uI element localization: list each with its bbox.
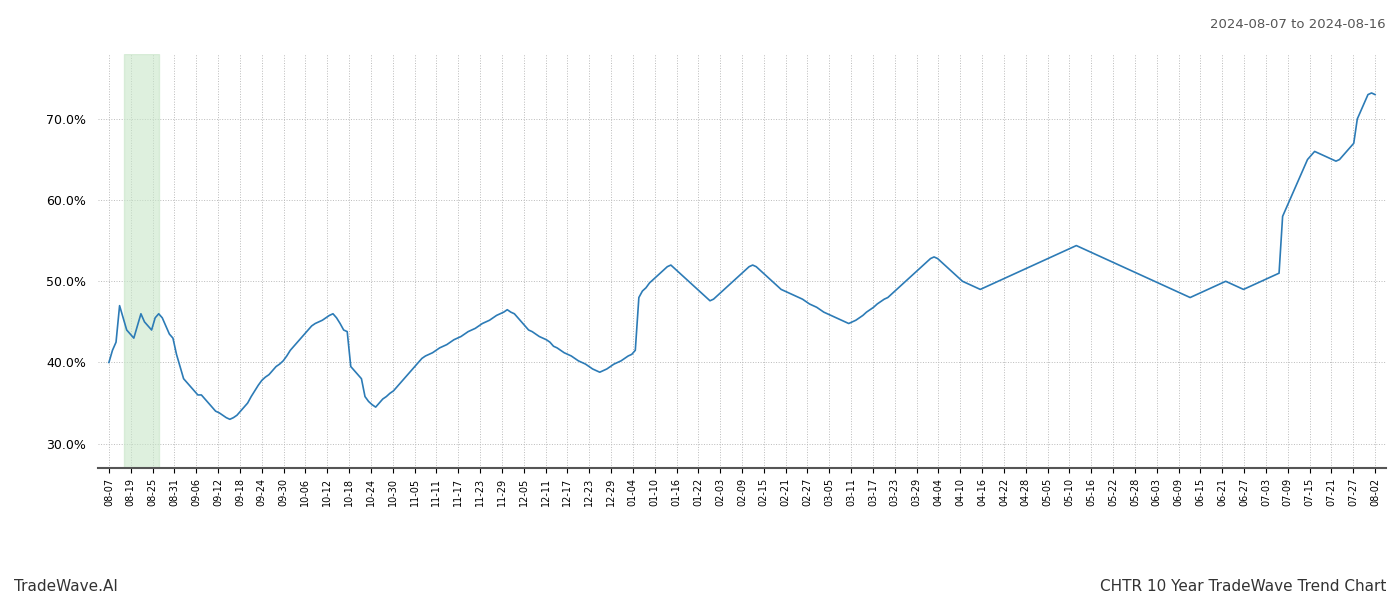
Bar [125,54,160,468]
Text: CHTR 10 Year TradeWave Trend Chart: CHTR 10 Year TradeWave Trend Chart [1099,579,1386,594]
Text: TradeWave.AI: TradeWave.AI [14,579,118,594]
Text: 2024-08-07 to 2024-08-16: 2024-08-07 to 2024-08-16 [1211,18,1386,31]
